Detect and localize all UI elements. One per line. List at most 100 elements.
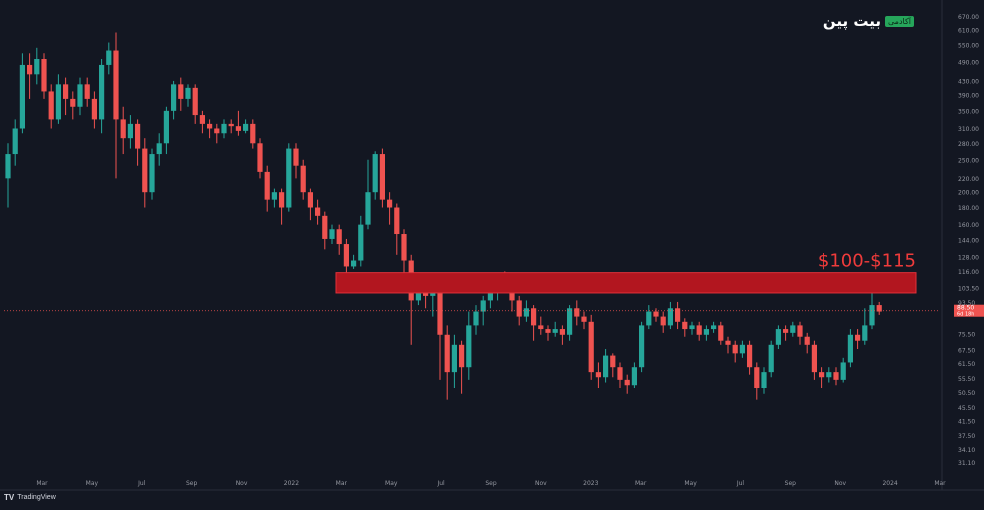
- candle-body: [588, 321, 594, 373]
- candle-body: [221, 123, 227, 134]
- candle-body: [315, 207, 321, 216]
- candle-body: [34, 59, 40, 75]
- candle-body: [12, 128, 18, 155]
- candle-body: [401, 234, 407, 261]
- candle-body: [372, 154, 378, 193]
- x-tick-label: May: [86, 480, 99, 487]
- candle-body: [19, 64, 25, 129]
- candle-body: [156, 143, 162, 155]
- y-tick-label: 430.00: [958, 78, 979, 85]
- candle-body: [516, 300, 522, 317]
- y-tick-label: 490.00: [958, 59, 979, 66]
- candle-body: [250, 123, 256, 144]
- x-tick-label: 2024: [882, 480, 897, 487]
- candle-body: [149, 154, 155, 193]
- candle-body: [351, 260, 357, 267]
- candle-body: [228, 123, 234, 127]
- candle-body: [99, 64, 105, 120]
- candle-body: [127, 123, 133, 139]
- candle-body: [264, 171, 270, 200]
- zone-label: $100-$115: [818, 251, 916, 272]
- candle-body: [307, 192, 313, 208]
- candle-body: [444, 334, 450, 373]
- y-tick-label: 180.00: [958, 205, 979, 212]
- candle-body: [747, 344, 753, 368]
- x-tick-label: Mar: [336, 480, 348, 487]
- candle-body: [135, 123, 141, 149]
- y-tick-label: 103.50: [958, 285, 979, 292]
- candle-body: [5, 154, 11, 179]
- candle-body: [703, 329, 709, 335]
- candle-body: [631, 367, 637, 386]
- tradingview-logo-text: TradingView: [17, 494, 56, 501]
- x-tick-label: Mar: [36, 480, 48, 487]
- candle-body: [567, 308, 573, 335]
- tradingview-icon: TV: [4, 493, 15, 502]
- candle-body: [480, 300, 486, 312]
- y-tick-label: 220.00: [958, 176, 979, 183]
- candle-body: [523, 308, 529, 317]
- candle-body: [732, 344, 738, 354]
- last-price-countdown: 6d 18h: [957, 312, 974, 318]
- candle-body: [423, 292, 429, 296]
- candle-body: [55, 84, 61, 120]
- candle-body: [718, 325, 724, 341]
- candle-body: [725, 340, 731, 345]
- y-tick-label: 41.50: [958, 418, 975, 425]
- y-tick-label: 31.10: [958, 460, 975, 467]
- y-tick-label: 310.00: [958, 126, 979, 133]
- candle-body: [876, 305, 882, 312]
- candle-body: [696, 325, 702, 335]
- y-tick-label: 550.00: [958, 43, 979, 50]
- candle-body: [379, 154, 385, 200]
- y-tick-label: 50.50: [958, 390, 975, 397]
- x-tick-label: Jul: [137, 480, 146, 487]
- candle-body: [84, 84, 90, 99]
- axis-layer: 670.00 610.00 550.00 490.00 430.00 390.00 350.…: [0, 0, 984, 491]
- y-tick-label: 93.50: [958, 300, 975, 307]
- candle-body: [775, 329, 781, 345]
- candle-body: [343, 244, 349, 267]
- candles-layer: [5, 32, 882, 400]
- candle-body: [790, 325, 796, 333]
- candle-body: [120, 119, 126, 139]
- x-tick-label: Jul: [436, 480, 445, 487]
- y-tick-label: 75.50: [958, 331, 975, 338]
- candle-body: [63, 84, 69, 99]
- x-tick-label: 2022: [284, 480, 299, 487]
- candle-body: [77, 84, 83, 107]
- y-tick-label: 67.50: [958, 348, 975, 355]
- x-tick-label: Nov: [535, 480, 547, 487]
- candle-body: [394, 207, 400, 235]
- tradingview-logo[interactable]: TV TradingView: [4, 493, 56, 502]
- candle-body: [675, 308, 681, 322]
- candle-body: [531, 308, 537, 326]
- candle-body: [257, 143, 263, 172]
- candle-body: [826, 372, 832, 378]
- candle-body: [459, 344, 465, 368]
- candle-body: [804, 336, 810, 345]
- candle-body: [660, 316, 666, 326]
- candle-body: [199, 115, 205, 124]
- candle-body: [300, 165, 306, 193]
- candle-body: [819, 372, 825, 378]
- candle-body: [617, 367, 623, 380]
- candle-body: [595, 372, 601, 378]
- candle-body: [538, 325, 544, 330]
- brand-name: بیت پین: [822, 12, 882, 30]
- candle-body: [91, 98, 97, 120]
- x-tick-label: Nov: [236, 480, 248, 487]
- candle-body: [70, 98, 76, 107]
- candle-body: [833, 372, 839, 380]
- x-tick-label: Sep: [485, 480, 497, 487]
- candle-body: [646, 311, 652, 326]
- candle-body: [185, 87, 191, 99]
- x-tick-label: 2023: [583, 480, 598, 487]
- y-tick-label: 55.50: [958, 376, 975, 383]
- candle-body: [336, 229, 342, 245]
- candle-body: [358, 224, 364, 261]
- candle-body: [603, 355, 609, 378]
- x-tick-label: Mar: [635, 480, 647, 487]
- candle-body: [783, 329, 789, 333]
